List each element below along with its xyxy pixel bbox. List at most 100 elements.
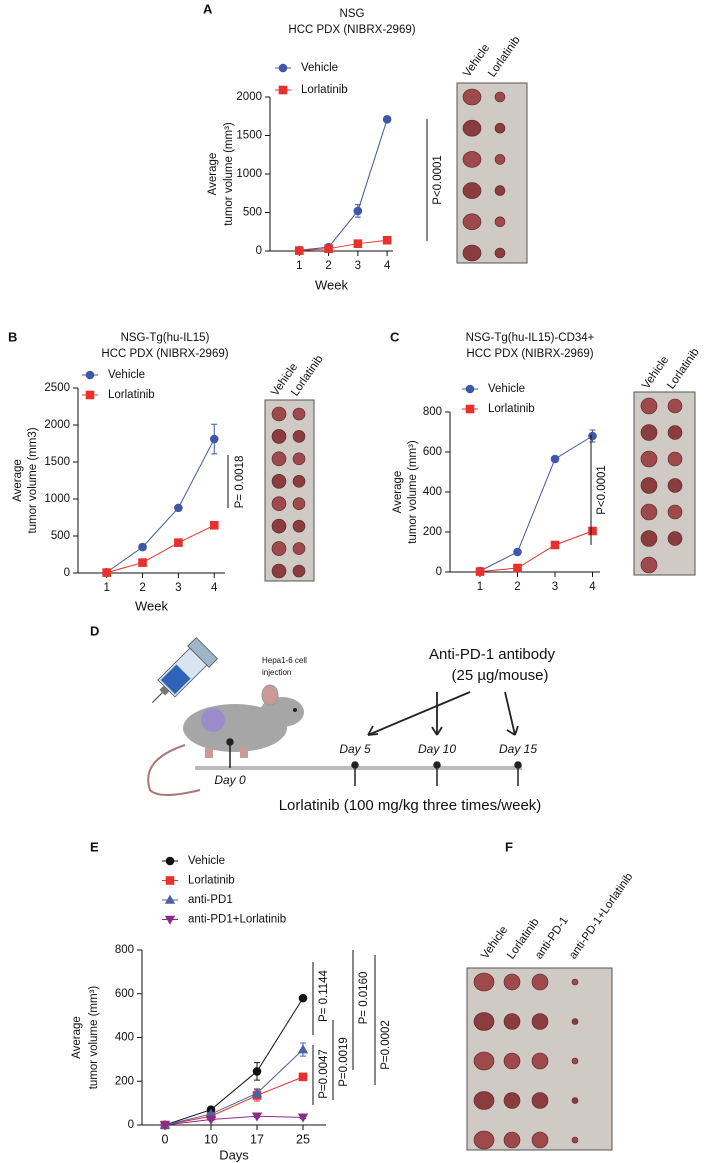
y-tick-label: 800 — [115, 944, 134, 956]
y-tick-label: 1000 — [44, 493, 70, 505]
x-tick-label: 25 — [296, 1132, 310, 1146]
y-tick-label: 600 — [115, 988, 134, 1000]
tumor — [503, 1092, 521, 1109]
series-line — [106, 438, 215, 573]
tumor — [667, 478, 683, 493]
x-tick-label: 3 — [552, 581, 558, 593]
x-axis-label: Week — [315, 277, 348, 292]
panel-letter: E — [90, 839, 99, 854]
tumor — [292, 497, 306, 511]
marker — [353, 239, 363, 248]
tumor — [571, 1057, 579, 1065]
p-value: P<0.0001 — [596, 465, 608, 515]
tumor — [271, 563, 287, 579]
tumor — [503, 973, 521, 991]
marker — [174, 538, 183, 547]
tumor — [667, 504, 683, 520]
tumor — [271, 406, 287, 422]
marker — [164, 915, 176, 925]
y-tick-label: 1000 — [236, 168, 262, 180]
marker — [382, 235, 392, 245]
marker — [165, 856, 175, 866]
marker — [174, 503, 183, 513]
tumor — [473, 1130, 495, 1150]
tumor — [640, 503, 658, 521]
y-tick-label: 2500 — [44, 382, 70, 394]
photo-column-label: Lorlatinib — [486, 34, 523, 79]
marker — [465, 404, 475, 414]
injection-label: Hepa1-6 cell — [262, 656, 307, 665]
marker — [588, 526, 597, 536]
marker — [85, 390, 95, 400]
tumor — [473, 1012, 495, 1031]
p-value: P= 0.0160 — [358, 972, 370, 1025]
x-tick-label: 0 — [162, 1132, 169, 1146]
mouse-icon — [147, 684, 304, 796]
marker — [138, 542, 147, 552]
marker — [278, 85, 288, 95]
marker — [138, 558, 147, 567]
marker — [382, 115, 392, 124]
x-tick-label: 4 — [211, 582, 218, 594]
marker — [209, 520, 219, 530]
y-tick-label: 400 — [115, 1032, 134, 1044]
y-tick-label: 2000 — [44, 419, 70, 431]
day-label: Day 5 — [339, 742, 371, 756]
chart-title: NSG — [340, 8, 365, 20]
tumor — [571, 1136, 579, 1144]
tumor — [571, 978, 579, 986]
y-tick-label: 500 — [51, 530, 70, 542]
marker — [85, 370, 95, 380]
y-tick-label: 1500 — [236, 130, 262, 142]
tumor — [571, 1018, 579, 1025]
p-value: P= 0.0018 — [234, 456, 246, 509]
series-line — [299, 119, 388, 251]
tumor — [571, 1097, 579, 1104]
tumor — [667, 531, 683, 546]
chart: E 0 200 400 600 800 0 10 17 25 Days Average tumor vo… — [71, 839, 392, 1162]
tumor — [494, 154, 506, 165]
tumor — [292, 474, 306, 488]
marker — [251, 1087, 263, 1098]
series-line — [299, 239, 388, 252]
series-line — [164, 1076, 304, 1126]
tumor — [462, 182, 482, 199]
y-axis-label: Average — [12, 459, 24, 502]
day-label: Day 10 — [418, 742, 456, 756]
marker — [298, 993, 308, 1003]
tumor — [462, 119, 482, 137]
x-tick-label: 10 — [204, 1132, 218, 1146]
y-tick-label: 200 — [423, 526, 442, 538]
legend-label: Vehicle — [488, 383, 525, 395]
marker — [475, 567, 485, 576]
treatment-label: Anti-PD-1 antibody — [429, 646, 555, 663]
tumor — [667, 451, 683, 467]
tumor — [462, 213, 482, 231]
x-tick-label: 2 — [325, 260, 331, 272]
legend-label: anti-PD1 — [188, 894, 233, 906]
legend-label: anti-PD1+Lorlatinib — [188, 914, 286, 926]
timepoints — [226, 738, 522, 786]
legend-label: Vehicle — [108, 369, 145, 381]
y-tick-label: 600 — [423, 446, 442, 458]
y-tick-label: 800 — [423, 406, 442, 418]
chart-subtitle: HCC PDX (NIBRX-2969) — [101, 348, 228, 360]
tumor — [292, 564, 306, 578]
chart: C NSG-Tg(hu-IL15)-CD34+ HCC PDX (NIBRX-296… — [390, 329, 702, 593]
legend-label: Lorlatinib — [488, 403, 535, 415]
photo-panel: VehicleLorlatinibanti-PD-1anti-PD-1+Lorl… — [466, 871, 635, 1151]
series-line — [106, 524, 215, 574]
legend-label: Vehicle — [301, 62, 338, 74]
tumor — [271, 496, 287, 512]
y-axis-label: Average — [71, 1016, 83, 1059]
y-tick-label: 400 — [423, 486, 442, 498]
legend-label: Lorlatinib — [188, 875, 235, 887]
day-label: Day 15 — [499, 742, 537, 756]
tumor — [640, 397, 658, 415]
marker — [251, 1112, 263, 1122]
marker — [102, 568, 111, 577]
tumor — [462, 88, 482, 106]
p-value: P=0.0019 — [338, 1037, 350, 1087]
tumor — [494, 247, 506, 259]
